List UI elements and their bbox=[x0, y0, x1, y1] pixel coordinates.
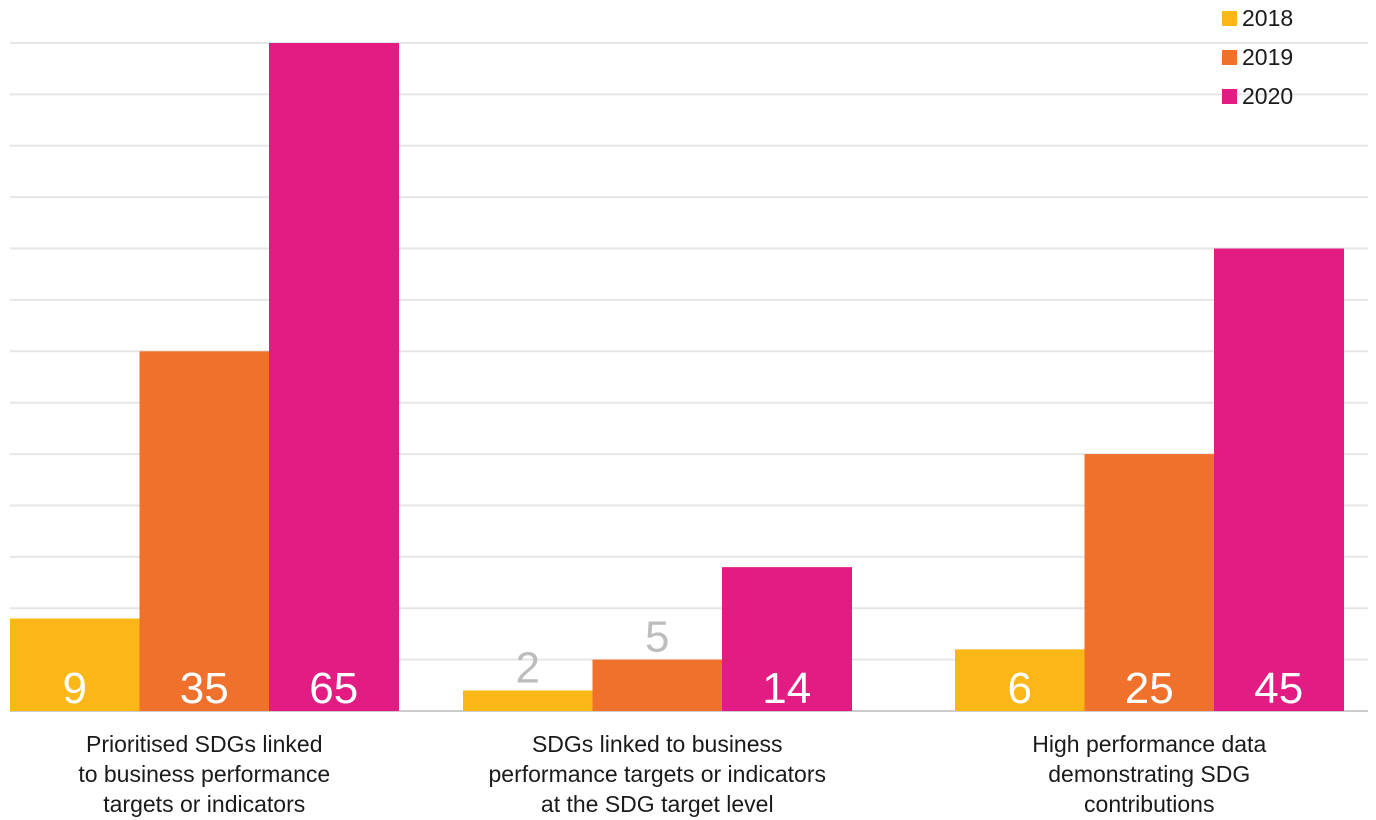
category-label: High performance data bbox=[1032, 731, 1266, 757]
bar-2018-2 bbox=[463, 690, 593, 711]
bar-2020-2 bbox=[722, 567, 852, 711]
bar-2019-2 bbox=[592, 659, 723, 711]
category-label: SDGs linked to business bbox=[532, 731, 783, 757]
value-label: 14 bbox=[762, 664, 811, 713]
category-label: to business performance bbox=[78, 761, 330, 787]
value-labels: 9 2 6 35 5 25 65 14 45 bbox=[63, 613, 1304, 713]
legend-swatch bbox=[1222, 50, 1237, 65]
bar-2019-3 bbox=[1084, 454, 1215, 711]
category-label: demonstrating SDG bbox=[1048, 761, 1250, 787]
value-label: 65 bbox=[309, 664, 358, 713]
legend: 2018 2019 2020 bbox=[1222, 5, 1293, 109]
bar-2020-3 bbox=[1214, 248, 1344, 712]
category-label: performance targets or indicators bbox=[489, 761, 827, 787]
value-label: 5 bbox=[645, 613, 669, 662]
legend-swatch bbox=[1222, 11, 1237, 26]
category-label: Prioritised SDGs linked bbox=[86, 731, 322, 757]
value-label: 2 bbox=[516, 643, 540, 692]
legend-swatch bbox=[1222, 89, 1237, 104]
value-label: 6 bbox=[1008, 664, 1032, 713]
category-label: targets or indicators bbox=[103, 791, 305, 817]
bar-2020-1 bbox=[269, 43, 399, 711]
value-label: 35 bbox=[180, 664, 229, 713]
legend-label: 2018 bbox=[1242, 5, 1293, 31]
bar-2019-1 bbox=[139, 351, 270, 711]
bars bbox=[10, 43, 1344, 712]
legend-label: 2019 bbox=[1242, 44, 1293, 70]
value-label: 25 bbox=[1125, 664, 1174, 713]
category-label: contributions bbox=[1084, 791, 1214, 817]
value-label: 45 bbox=[1254, 664, 1303, 713]
bar-2018-1 bbox=[10, 618, 140, 711]
category-labels: Prioritised SDGs linked to business perfo… bbox=[78, 731, 1266, 817]
legend-label: 2020 bbox=[1242, 83, 1293, 109]
value-label: 9 bbox=[63, 664, 87, 713]
bar-2018-3 bbox=[955, 649, 1085, 711]
category-label: at the SDG target level bbox=[541, 791, 774, 817]
